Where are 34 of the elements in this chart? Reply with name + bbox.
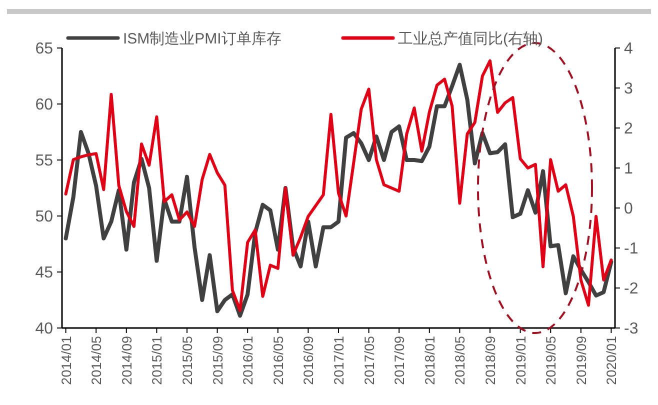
x-tick-label: 2019/05 xyxy=(544,336,559,385)
x-tick-label: 2019/09 xyxy=(574,336,589,385)
x-tick-label: 2015/09 xyxy=(210,336,226,385)
y2-tick-label: 1 xyxy=(624,160,633,178)
y2-tick-label: -3 xyxy=(624,320,638,338)
x-tick-label: 2017/05 xyxy=(362,336,377,385)
x-tick-label: 2014/01 xyxy=(58,336,74,385)
legend-label: ISM制造业PMI订单库存 xyxy=(123,30,282,48)
x-tick-label: 2014/09 xyxy=(119,336,134,385)
x-tick-label: 2015/01 xyxy=(150,336,165,385)
x-tick-label: 2015/05 xyxy=(180,336,195,385)
x-tick-label: 2018/01 xyxy=(422,336,438,385)
x-tick-label: 2018/09 xyxy=(483,336,498,385)
y2-tick-label: 3 xyxy=(624,80,633,98)
x-tick-label: 2017/01 xyxy=(332,336,346,385)
x-tick-label: 2019/01 xyxy=(513,336,528,385)
y2-tick-label: 2 xyxy=(624,120,633,138)
y-tick-label: 40 xyxy=(35,320,54,338)
y2-tick-label: -2 xyxy=(624,280,638,298)
x-tick-label: 2016/05 xyxy=(270,336,286,385)
y2-tick-label: 4 xyxy=(624,40,633,58)
x-tick-label: 2016/09 xyxy=(301,336,316,385)
x-tick-label: 2014/05 xyxy=(89,336,104,385)
y-tick-label: 55 xyxy=(35,152,54,170)
y-tick-label: 65 xyxy=(35,40,54,58)
x-tick-label: 2017/09 xyxy=(392,336,408,385)
y-tick-label: 50 xyxy=(35,208,54,226)
x-tick-label: 2016/01 xyxy=(240,336,256,385)
y-tick-label: 60 xyxy=(35,96,54,114)
y2-tick-label: -1 xyxy=(624,240,638,258)
y2-tick-label: 0 xyxy=(624,200,633,218)
x-tick-label: 2018/05 xyxy=(452,336,468,385)
x-tick-label: 2020/01 xyxy=(604,336,620,385)
y-tick-label: 45 xyxy=(35,264,54,282)
